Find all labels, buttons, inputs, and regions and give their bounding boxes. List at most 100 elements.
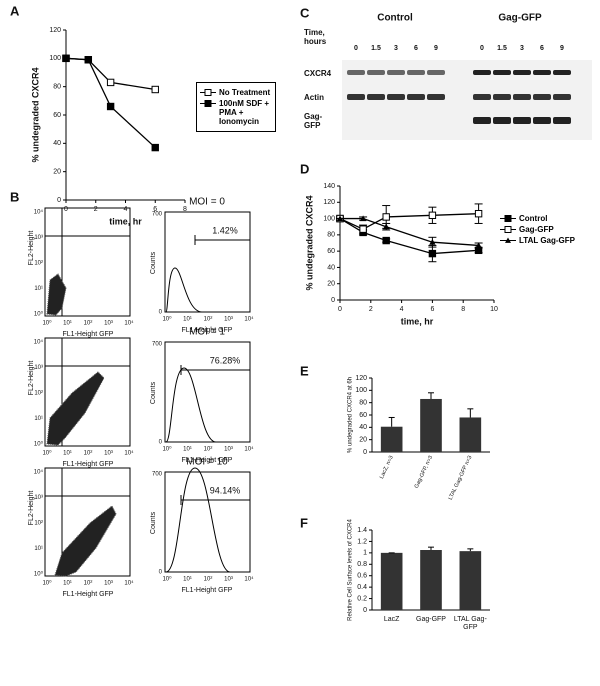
y-axis-label: Relative Cell Surface levels of CXCR4	[348, 518, 354, 620]
y-tick-label: 10²	[34, 391, 43, 397]
y-tick-label: 100	[355, 387, 367, 394]
blot-band	[533, 94, 551, 100]
x-tick-label: 0	[338, 306, 342, 313]
x-tick-label: 10⁰	[162, 576, 172, 583]
y-tick-label: 700	[152, 342, 163, 348]
bar	[420, 398, 442, 452]
x-axis-label: FL1-Height GFP	[182, 587, 233, 594]
marker	[428, 211, 437, 220]
blot-group: Gag-GFP	[498, 13, 542, 24]
gate-percent: 76.28%	[210, 355, 241, 365]
y-tick-label: 0	[159, 440, 163, 446]
y-tick-label: 10¹	[34, 546, 43, 552]
y-tick-label: 120	[355, 375, 367, 382]
x-tick-label: 10²	[84, 321, 93, 327]
x-tick-label: LacZ	[383, 616, 400, 623]
y-tick-label: 10³	[34, 495, 43, 501]
x-tick-label: 10⁴	[124, 320, 134, 327]
x-tick-label: 10³	[104, 321, 113, 327]
histogram-curve	[165, 367, 217, 443]
marker	[359, 225, 367, 233]
y-axis-label: Counts	[150, 511, 157, 534]
y-tick-label: 10⁰	[34, 571, 44, 578]
x-tick-label: LTAL Gag-GFP	[453, 616, 487, 631]
blot-time: 9	[434, 45, 438, 52]
marker	[383, 223, 390, 230]
y-tick-label: 10⁴	[34, 469, 44, 476]
x-tick-label: Gag-GFP, n=3	[414, 455, 434, 489]
x-tick-label: Gag-GFP	[416, 616, 446, 623]
y-tick-label: 0	[57, 197, 61, 204]
x-tick-label: 10⁴	[244, 316, 254, 323]
blot-band	[513, 70, 531, 75]
y-tick-label: 140	[323, 183, 335, 190]
marker	[106, 102, 115, 111]
legend-entry: Gag-GFP	[500, 225, 596, 234]
blot-band	[387, 94, 405, 100]
y-tick-label: 40	[359, 424, 367, 431]
marker	[504, 215, 512, 222]
y-tick-label: 10⁰	[34, 441, 44, 448]
blot-time: 6	[414, 45, 418, 52]
blot-row-label: Actin	[304, 93, 324, 102]
blot-time: 1.5	[497, 45, 507, 52]
x-tick-label: 8	[461, 306, 465, 313]
panel-label: C	[300, 5, 310, 20]
legend-entry: 100nM SDF + PMA + Ionomycin	[200, 99, 272, 126]
x-axis-label: FL1-Height GFP	[63, 331, 114, 338]
marker	[204, 89, 212, 96]
y-tick-label: 0	[159, 310, 163, 316]
y-tick-label: 10⁴	[34, 209, 44, 216]
error-bar	[428, 392, 434, 399]
x-tick-label: 10⁴	[124, 580, 134, 587]
x-axis-label: FL1-Height GFP	[182, 327, 233, 334]
x-axis-label: time, hr	[401, 316, 434, 326]
x-tick-label: 8	[183, 206, 187, 213]
y-tick-label: 0.6	[357, 573, 367, 580]
scatter-cloud	[46, 273, 67, 316]
y-tick-label: 10¹	[34, 286, 43, 292]
marker	[151, 143, 159, 152]
blot-band	[553, 117, 571, 124]
x-tick-label: 10¹	[63, 581, 72, 587]
legend-label: No Treatment	[219, 88, 271, 97]
x-tick-label: 10²	[204, 447, 213, 453]
x-tick-label: 10³	[224, 317, 233, 323]
panel-label: A	[10, 3, 20, 18]
blot-band	[493, 70, 511, 75]
blot-time-label: Time, hours	[304, 28, 327, 46]
y-axis-label: Counts	[150, 251, 157, 274]
blot-row-label: CXCR4	[304, 69, 332, 78]
y-axis-label: FL2-Height	[28, 231, 35, 266]
x-tick-label: 10¹	[183, 447, 192, 453]
x-tick-label: 10¹	[183, 577, 192, 583]
histogram-curve	[165, 467, 231, 573]
x-tick-label: 10¹	[63, 451, 72, 457]
marker	[475, 242, 482, 249]
x-tick-label: 10²	[84, 451, 93, 457]
y-tick-label: 20	[327, 281, 335, 288]
error-bar	[467, 408, 474, 418]
x-tick-label: 0	[64, 206, 68, 213]
blot-band	[473, 117, 491, 124]
blot-band	[553, 70, 571, 75]
legend: Control Gag-GFP LTAL Gag-GFP	[500, 212, 596, 247]
blot-band	[427, 94, 445, 100]
legend-swatch	[500, 237, 516, 243]
blot-band	[493, 117, 511, 124]
y-tick-label: 0.8	[357, 561, 367, 568]
error-bar	[428, 546, 434, 550]
y-tick-label: 10⁰	[34, 311, 44, 318]
histogram-frame	[164, 471, 251, 573]
blot-band	[387, 70, 405, 75]
legend-label: Control	[519, 214, 548, 223]
legend-swatch	[200, 100, 216, 107]
legend-label: 100nM SDF + PMA + Ionomycin	[219, 99, 270, 126]
legend-swatch	[200, 89, 216, 96]
y-tick-label: 60	[53, 112, 61, 119]
blot-band	[513, 117, 531, 124]
histogram-title: MOI = 1	[189, 327, 225, 338]
blot-band	[533, 70, 551, 75]
histogram-curve	[165, 267, 203, 313]
